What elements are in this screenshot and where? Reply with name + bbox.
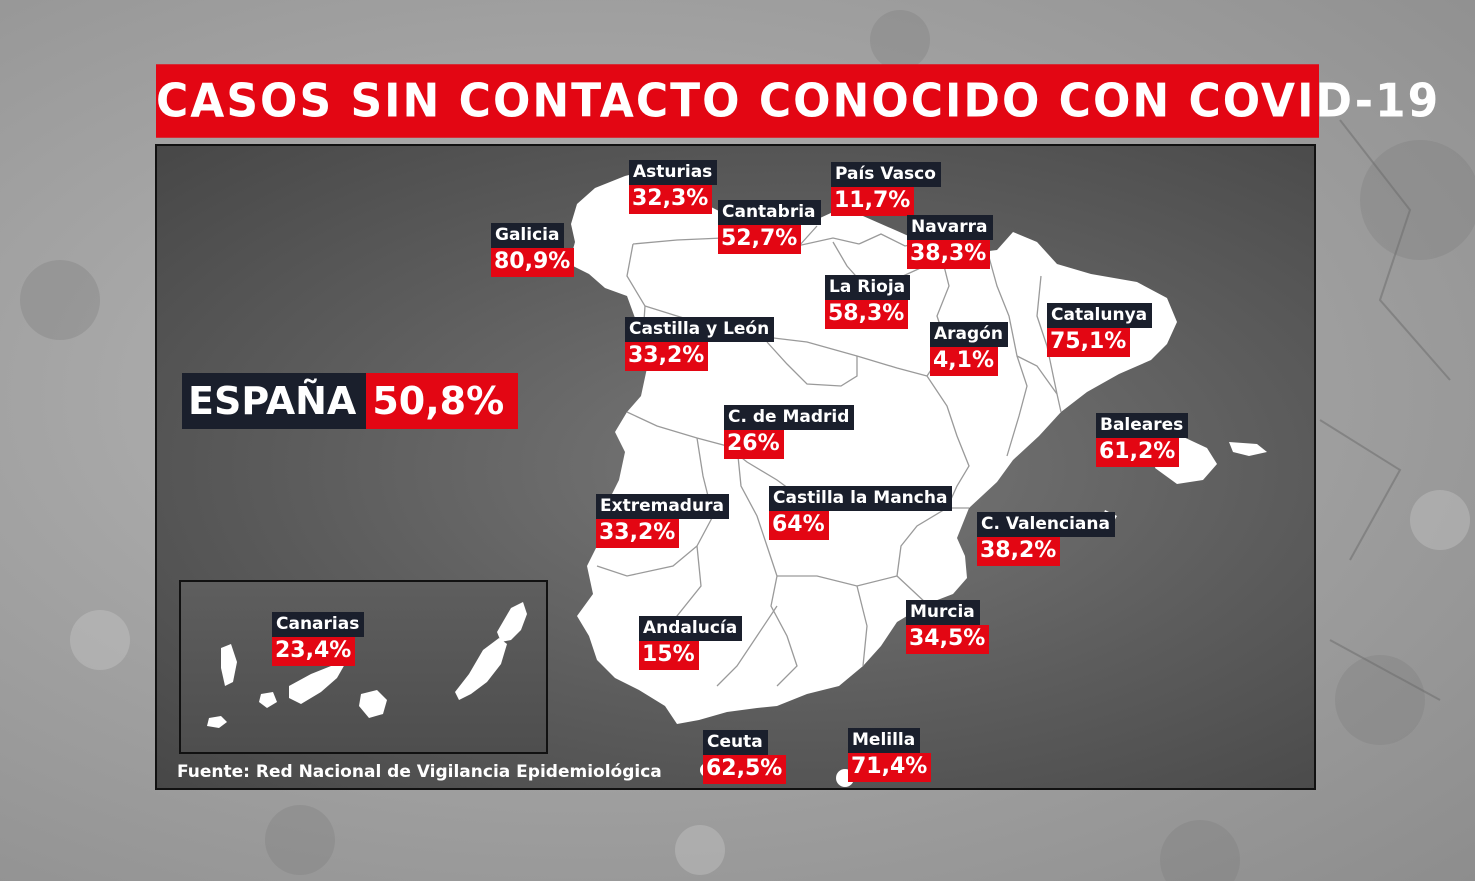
gran-canaria-island xyxy=(359,690,387,718)
region-label-melilla: Melilla 71,4% xyxy=(848,728,932,782)
region-label-pais-vasco: País Vasco 11,7% xyxy=(831,162,941,216)
region-value: 32,3% xyxy=(629,185,713,214)
region-name: Asturias xyxy=(629,160,718,185)
national-total: ESPAÑA 50,8% xyxy=(182,373,519,429)
region-label-andalucia: Andalucía 15% xyxy=(639,616,743,670)
region-value: 11,7% xyxy=(831,187,915,216)
region-value: 34,5% xyxy=(906,625,990,654)
region-value: 52,7% xyxy=(718,225,802,254)
region-value: 58,3% xyxy=(825,300,909,329)
region-label-baleares: Baleares 61,2% xyxy=(1096,413,1189,467)
la-gomera-island xyxy=(259,692,277,708)
national-name: ESPAÑA xyxy=(182,373,367,429)
region-label-navarra: Navarra 38,3% xyxy=(907,215,993,269)
region-value: 80,9% xyxy=(491,248,575,277)
region-name: Aragón xyxy=(930,322,1008,347)
region-label-madrid: C. de Madrid 26% xyxy=(724,405,855,459)
menorca-island xyxy=(1229,442,1267,456)
page-title: CASOS SIN CONTACTO CONOCIDO CON COVID-19 xyxy=(156,64,1438,138)
region-label-cantabria: Cantabria 52,7% xyxy=(718,200,821,254)
region-value: 62,5% xyxy=(703,755,787,784)
region-name: Baleares xyxy=(1096,413,1189,438)
fuerteventura-island xyxy=(455,638,507,700)
region-label-canarias: Canarias 23,4% xyxy=(272,612,365,666)
region-value: 75,1% xyxy=(1047,328,1131,357)
region-name: Canarias xyxy=(272,612,365,637)
region-value: 38,2% xyxy=(977,537,1061,566)
region-name: País Vasco xyxy=(831,162,941,187)
region-name: Extremadura xyxy=(596,494,729,519)
region-label-valenciana: C. Valenciana 38,2% xyxy=(977,512,1115,566)
region-name: Galicia xyxy=(491,223,565,248)
region-name: Ceuta xyxy=(703,730,768,755)
region-label-galicia: Galicia 80,9% xyxy=(491,223,575,277)
region-name: Castilla la Mancha xyxy=(769,486,953,511)
region-value: 38,3% xyxy=(907,240,991,269)
region-name: Melilla xyxy=(848,728,921,753)
region-value: 33,2% xyxy=(625,342,709,371)
region-name: C. Valenciana xyxy=(977,512,1115,537)
region-value: 61,2% xyxy=(1096,438,1180,467)
region-name: Murcia xyxy=(906,600,980,625)
la-palma-island xyxy=(221,644,237,686)
region-value: 15% xyxy=(639,641,699,670)
region-name: C. de Madrid xyxy=(724,405,855,430)
el-hierro-island xyxy=(207,716,227,728)
lanzarote-island xyxy=(497,602,527,642)
tenerife-island xyxy=(289,664,345,704)
region-label-catalunya: Catalunya 75,1% xyxy=(1047,303,1153,357)
national-value: 50,8% xyxy=(366,373,519,429)
canarias-inset xyxy=(179,580,548,754)
region-label-ceuta: Ceuta 62,5% xyxy=(703,730,787,784)
region-name: La Rioja xyxy=(825,275,911,300)
source-note: Fuente: Red Nacional de Vigilancia Epide… xyxy=(177,762,662,782)
region-label-castilla-la-mancha: Castilla la Mancha 64% xyxy=(769,486,953,540)
region-label-castilla-y-leon: Castilla y León 33,2% xyxy=(625,317,775,371)
region-label-aragon: Aragón 4,1% xyxy=(930,322,1008,376)
region-value: 71,4% xyxy=(848,753,932,782)
region-name: Navarra xyxy=(907,215,993,240)
region-name: Cantabria xyxy=(718,200,821,225)
region-label-murcia: Murcia 34,5% xyxy=(906,600,990,654)
region-name: Andalucía xyxy=(639,616,743,641)
region-value: 64% xyxy=(769,511,829,540)
region-label-extremadura: Extremadura 33,2% xyxy=(596,494,729,548)
region-value: 26% xyxy=(724,430,784,459)
region-value: 4,1% xyxy=(930,347,999,376)
region-label-la-rioja: La Rioja 58,3% xyxy=(825,275,911,329)
region-value: 33,2% xyxy=(596,519,680,548)
map-panel: ESPAÑA 50,8% Asturias 32,3% País Vasco 1… xyxy=(155,144,1316,790)
canarias-map xyxy=(207,602,527,728)
region-name: Catalunya xyxy=(1047,303,1153,328)
region-label-asturias: Asturias 32,3% xyxy=(629,160,718,214)
peninsula-landmass xyxy=(569,170,1177,724)
region-value: 23,4% xyxy=(272,637,356,666)
region-name: Castilla y León xyxy=(625,317,775,342)
